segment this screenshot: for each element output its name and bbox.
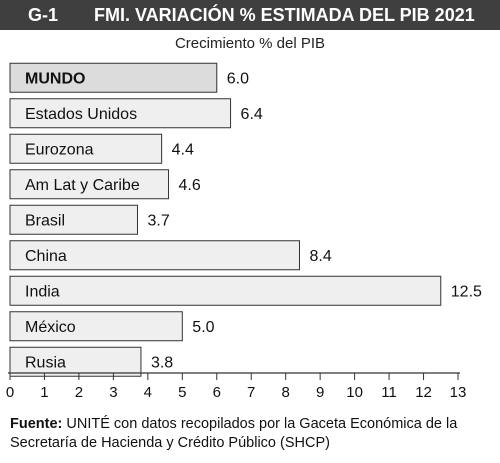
bar-category-label-0: MUNDO	[25, 70, 85, 87]
bar-category-label-7: México	[25, 319, 76, 336]
chart-subtitle: Crecimiento % del PIB	[174, 35, 326, 52]
x-tick-label-10: 10	[346, 384, 363, 401]
bar-value-label-3: 4.6	[179, 177, 201, 194]
bar-category-label-2: Eurozona	[25, 141, 94, 158]
bar-category-label-6: India	[25, 283, 60, 300]
x-tick-label-8: 8	[282, 384, 290, 401]
bar-value-label-0: 6.0	[227, 70, 249, 87]
bar-7	[9, 311, 183, 342]
source-note: Fuente: UNITÉ con datos recopilados por …	[10, 415, 494, 453]
bar-category-label-8: Rusia	[25, 354, 66, 371]
chart-header: G-1 FMI. VARIACIÓN % ESTIMADA DEL PIB 20…	[0, 0, 500, 30]
source-label: Fuente:	[10, 416, 63, 432]
x-tick-label-1: 1	[40, 384, 48, 401]
x-tick-label-7: 7	[247, 384, 255, 401]
bar-value-label-4: 3.7	[148, 212, 170, 229]
x-tick-label-4: 4	[144, 384, 152, 401]
x-tick-label-3: 3	[109, 384, 117, 401]
x-tick-label-0: 0	[6, 384, 14, 401]
bar-3	[9, 169, 170, 200]
chart-title: FMI. VARIACIÓN % ESTIMADA DEL PIB 2021	[94, 5, 475, 25]
bar-chart: MUNDO 6.0 Estados Unidos 6.4 Eurozona 4.4 Am L…	[6, 62, 482, 401]
x-tick-label-13: 13	[450, 384, 467, 401]
bar-value-label-6: 12.5	[451, 283, 482, 300]
bar-2	[9, 133, 163, 164]
bar-value-label-5: 8.4	[309, 248, 331, 265]
x-tick-label-12: 12	[415, 384, 432, 401]
bar-value-label-8: 3.8	[151, 354, 173, 371]
bar-8	[9, 346, 142, 377]
x-tick-label-9: 9	[316, 384, 324, 401]
bar-6	[9, 275, 442, 306]
bar-4	[9, 204, 139, 235]
x-tick-label-2: 2	[75, 384, 83, 401]
x-tick-label-6: 6	[213, 384, 221, 401]
bar-1	[9, 98, 232, 129]
bar-category-label-1: Estados Unidos	[25, 106, 137, 123]
bar-value-label-1: 6.4	[241, 106, 263, 123]
x-tick-label-11: 11	[381, 384, 397, 401]
source-text: UNITÉ con datos recopilados por la Gacet…	[10, 416, 458, 451]
bar-category-label-3: Am Lat y Caribe	[25, 177, 140, 194]
bar-value-label-7: 5.0	[192, 319, 214, 336]
bar-value-label-2: 4.4	[172, 141, 194, 158]
x-tick-label-5: 5	[178, 384, 186, 401]
bar-5	[9, 240, 300, 271]
bar-category-label-5: China	[25, 248, 67, 265]
bar-category-label-4: Brasil	[25, 212, 65, 229]
chart-code: G-1	[28, 5, 59, 25]
bar-0	[9, 62, 218, 93]
